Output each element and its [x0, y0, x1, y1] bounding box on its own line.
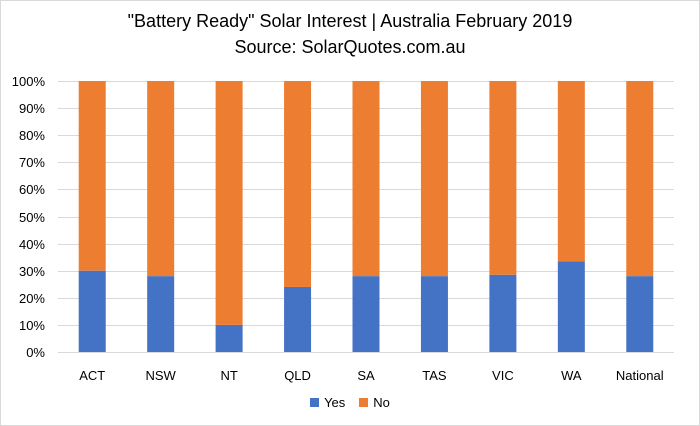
- bar-no-national: [626, 81, 654, 277]
- y-tick-label: 50%: [19, 210, 45, 225]
- x-tick-label: QLD: [284, 368, 311, 383]
- bar-yes-nsw: [147, 276, 175, 352]
- y-tick-label: 30%: [19, 264, 45, 279]
- chart-title: "Battery Ready" Solar Interest | Austral…: [127, 11, 573, 31]
- bar-no-nt: [215, 81, 243, 325]
- y-axis-ticks: 0% 10% 20% 30% 40% 50% 60% 70% 80% 90% 100%: [12, 74, 46, 360]
- bar-no-nsw: [147, 81, 175, 277]
- bar-yes-sa: [352, 276, 380, 352]
- bar-yes-tas: [420, 276, 448, 352]
- x-tick-label: WA: [561, 368, 582, 383]
- legend: Yes No: [1, 395, 699, 410]
- y-tick-label: 100%: [12, 74, 46, 89]
- bar-no-vic: [489, 81, 517, 275]
- chart-subtitle: Source: SolarQuotes.com.au: [234, 37, 466, 57]
- bar-no-tas: [420, 81, 448, 277]
- x-tick-label: NSW: [145, 368, 176, 383]
- legend-swatch-yes: [310, 398, 320, 407]
- y-tick-label: 80%: [19, 128, 45, 143]
- x-tick-label: SA: [357, 368, 375, 383]
- x-tick-label: National: [616, 368, 664, 383]
- bars: [78, 81, 654, 352]
- x-tick-label: TAS: [422, 368, 447, 383]
- bar-yes-wa: [557, 261, 585, 352]
- y-tick-label: 60%: [19, 182, 45, 197]
- legend-swatch-no: [359, 398, 369, 407]
- bar-no-sa: [352, 81, 380, 277]
- y-tick-label: 20%: [19, 291, 45, 306]
- legend-item-yes: Yes: [310, 395, 345, 410]
- x-tick-label: NT: [220, 368, 237, 383]
- y-tick-label: 70%: [19, 155, 45, 170]
- x-tick-label: VIC: [492, 368, 514, 383]
- x-axis-ticks: ACT NSW NT QLD SA TAS VIC WA National: [79, 368, 664, 383]
- y-tick-label: 90%: [19, 101, 45, 116]
- bar-no-wa: [557, 81, 585, 262]
- y-tick-label: 0%: [26, 345, 45, 360]
- bar-yes-act: [78, 270, 106, 352]
- bar-yes-national: [626, 276, 654, 352]
- bar-yes-qld: [284, 286, 312, 352]
- bar-yes-vic: [489, 274, 517, 352]
- legend-item-no: No: [359, 395, 390, 410]
- bar-no-act: [78, 81, 106, 271]
- legend-label-no: No: [373, 395, 390, 410]
- x-tick-label: ACT: [79, 368, 105, 383]
- bar-yes-nt: [215, 324, 243, 352]
- bar-no-qld: [284, 81, 312, 287]
- legend-label-yes: Yes: [324, 395, 346, 410]
- y-tick-label: 40%: [19, 237, 45, 252]
- y-tick-label: 10%: [19, 318, 45, 333]
